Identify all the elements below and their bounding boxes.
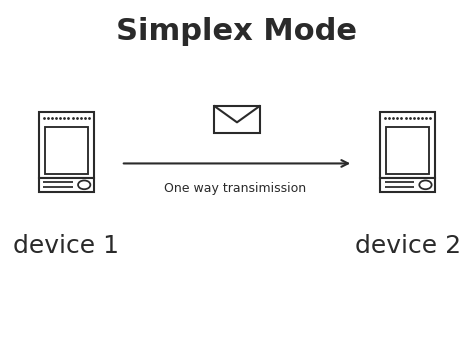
Circle shape — [78, 180, 91, 189]
Text: device 2: device 2 — [355, 234, 461, 258]
Bar — [386, 127, 429, 174]
Bar — [214, 106, 259, 133]
Bar — [380, 112, 435, 178]
Bar — [39, 112, 94, 178]
Bar — [45, 127, 88, 174]
Text: One way transimission: One way transimission — [164, 182, 306, 195]
Text: Simplex Mode: Simplex Mode — [117, 17, 357, 46]
Bar — [38, 178, 94, 192]
Text: device 1: device 1 — [13, 234, 119, 258]
Bar — [380, 178, 436, 192]
Circle shape — [419, 180, 432, 189]
